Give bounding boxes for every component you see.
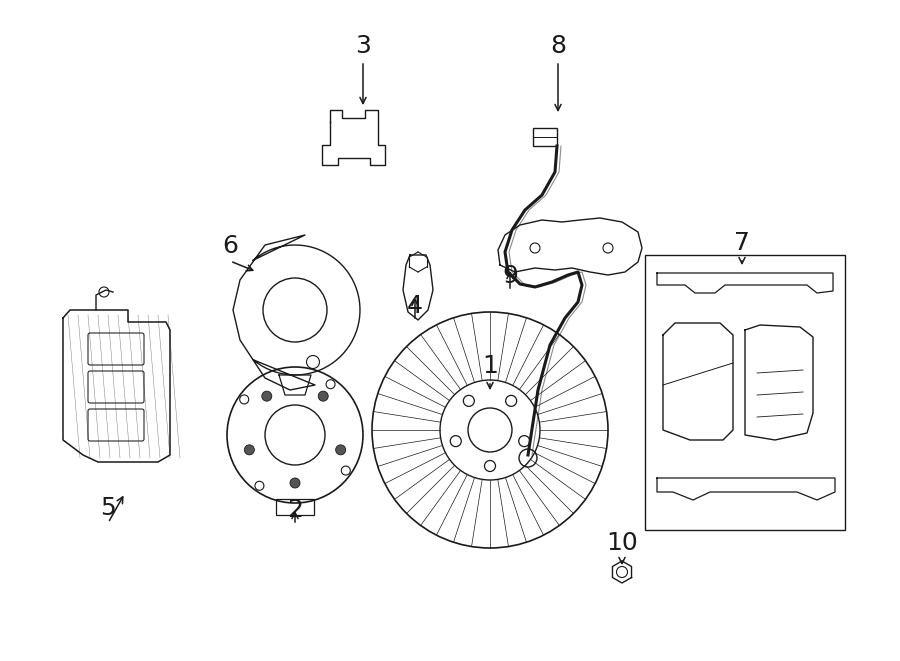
Circle shape xyxy=(319,391,328,401)
Text: 3: 3 xyxy=(356,34,371,58)
Text: 2: 2 xyxy=(287,498,303,522)
Text: 7: 7 xyxy=(734,231,750,255)
Text: 1: 1 xyxy=(482,354,498,378)
Bar xyxy=(645,255,845,530)
Text: 10: 10 xyxy=(606,531,638,555)
Circle shape xyxy=(290,478,300,488)
Text: 9: 9 xyxy=(502,264,518,288)
Text: 6: 6 xyxy=(222,234,238,258)
Text: 4: 4 xyxy=(407,294,423,318)
Text: 5: 5 xyxy=(100,496,116,520)
Bar xyxy=(276,499,314,515)
Circle shape xyxy=(244,445,255,455)
Circle shape xyxy=(262,391,272,401)
Circle shape xyxy=(336,445,346,455)
Text: 8: 8 xyxy=(550,34,566,58)
Bar xyxy=(533,128,557,146)
